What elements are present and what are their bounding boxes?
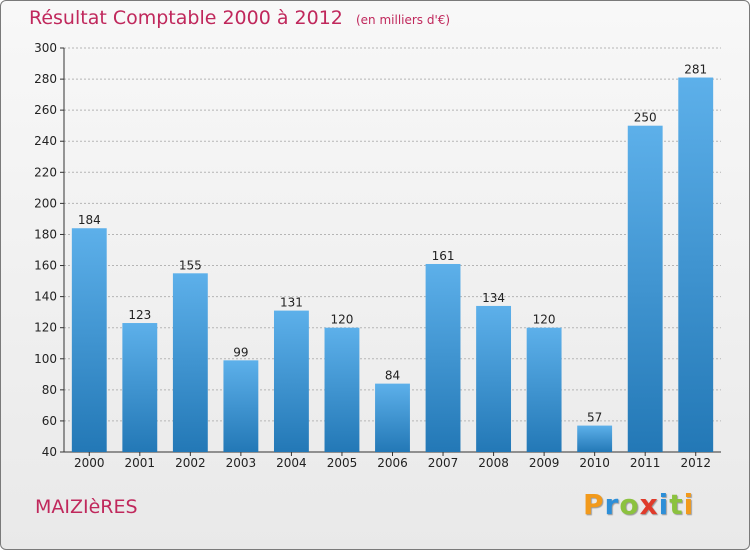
bar-2003 [223, 360, 259, 452]
x-tick-label-2009: 2009 [529, 456, 560, 470]
value-label-2012: 281 [684, 63, 707, 77]
x-tick-label-2006: 2006 [377, 456, 408, 470]
value-label-2009: 120 [533, 313, 556, 327]
bar-2000 [71, 228, 107, 452]
x-tick-label-2000: 2000 [74, 456, 105, 470]
x-tick-label-2005: 2005 [327, 456, 358, 470]
value-label-2008: 134 [482, 291, 505, 305]
bar-2009 [526, 327, 562, 452]
chart-title: Résultat Comptable 2000 à 2012 [29, 7, 343, 29]
title-row: Résultat Comptable 2000 à 2012 (en milli… [29, 7, 450, 29]
value-label-2004: 131 [280, 296, 303, 310]
logo-letter: o [619, 488, 640, 521]
x-tick-label-2008: 2008 [478, 456, 509, 470]
y-tick-label: 280 [34, 72, 57, 86]
bar-2011 [627, 125, 663, 452]
y-tick-label: 140 [34, 290, 57, 304]
bar-2005 [324, 327, 360, 452]
y-tick-label: 240 [34, 134, 57, 148]
x-tick-label-2010: 2010 [579, 456, 610, 470]
grid-lines [64, 47, 721, 422]
value-labels: 184 123 155 99 131 120 84 161 134 120 57 250 281 [78, 63, 707, 425]
chart-unit: (en milliers d'€) [355, 13, 451, 27]
logo-letter: x [639, 488, 659, 521]
value-label-2003: 99 [233, 345, 248, 359]
value-label-2010: 57 [587, 411, 602, 425]
proxiti-logo[interactable]: Proxiti [583, 488, 694, 521]
x-tick-label-2004: 2004 [276, 456, 307, 470]
bar-2010 [577, 425, 613, 452]
y-tick-labels: 40 60 80 100 120 140 160 180 200 220 240 260 280 300 [34, 41, 57, 459]
y-tick-label: 40 [42, 445, 57, 459]
y-tick-label: 300 [34, 41, 57, 55]
value-label-2005: 120 [331, 313, 354, 327]
bar-2008 [476, 305, 512, 452]
bars [71, 77, 714, 453]
value-label-2002: 155 [179, 258, 202, 272]
y-tick-label: 180 [34, 227, 57, 241]
bar-2001 [122, 323, 158, 452]
value-label-2006: 84 [385, 369, 400, 383]
commune-name: MAIZIèRES [35, 496, 138, 518]
y-tick-label: 160 [34, 259, 57, 273]
logo-letter: t [669, 488, 684, 521]
y-tick-label: 260 [34, 103, 57, 117]
y-tick-label: 80 [42, 383, 57, 397]
value-label-2001: 123 [128, 308, 151, 322]
bar-2007 [425, 263, 461, 452]
bar-2006 [375, 383, 410, 452]
value-label-2007: 161 [432, 249, 455, 263]
y-tick-label: 220 [34, 165, 57, 179]
y-tick-label: 200 [34, 196, 57, 210]
bar-2002 [172, 273, 208, 452]
bar-2004 [273, 310, 309, 452]
x-tick-label-2012: 2012 [680, 456, 711, 470]
x-tick-label-2011: 2011 [630, 456, 661, 470]
value-label-2000: 184 [78, 213, 101, 227]
y-tick-label: 120 [34, 321, 57, 335]
y-tick-label: 100 [34, 352, 57, 366]
x-tick-label-2003: 2003 [226, 456, 257, 470]
x-tick-label-2001: 2001 [125, 456, 156, 470]
x-tick-labels: 2000 2001 2002 2003 2004 2005 2006 2007 2008 2009… [74, 456, 711, 470]
logo-letter: i [683, 488, 695, 521]
y-tick-label: 60 [42, 414, 57, 428]
x-tick-label-2007: 2007 [428, 456, 459, 470]
value-label-2011: 250 [634, 111, 657, 125]
x-tick-label-2002: 2002 [175, 456, 206, 470]
logo-letter: i [658, 488, 670, 521]
logo-letter: P [583, 488, 605, 521]
logo-letter: r [604, 488, 620, 521]
bar-2012 [678, 77, 714, 453]
